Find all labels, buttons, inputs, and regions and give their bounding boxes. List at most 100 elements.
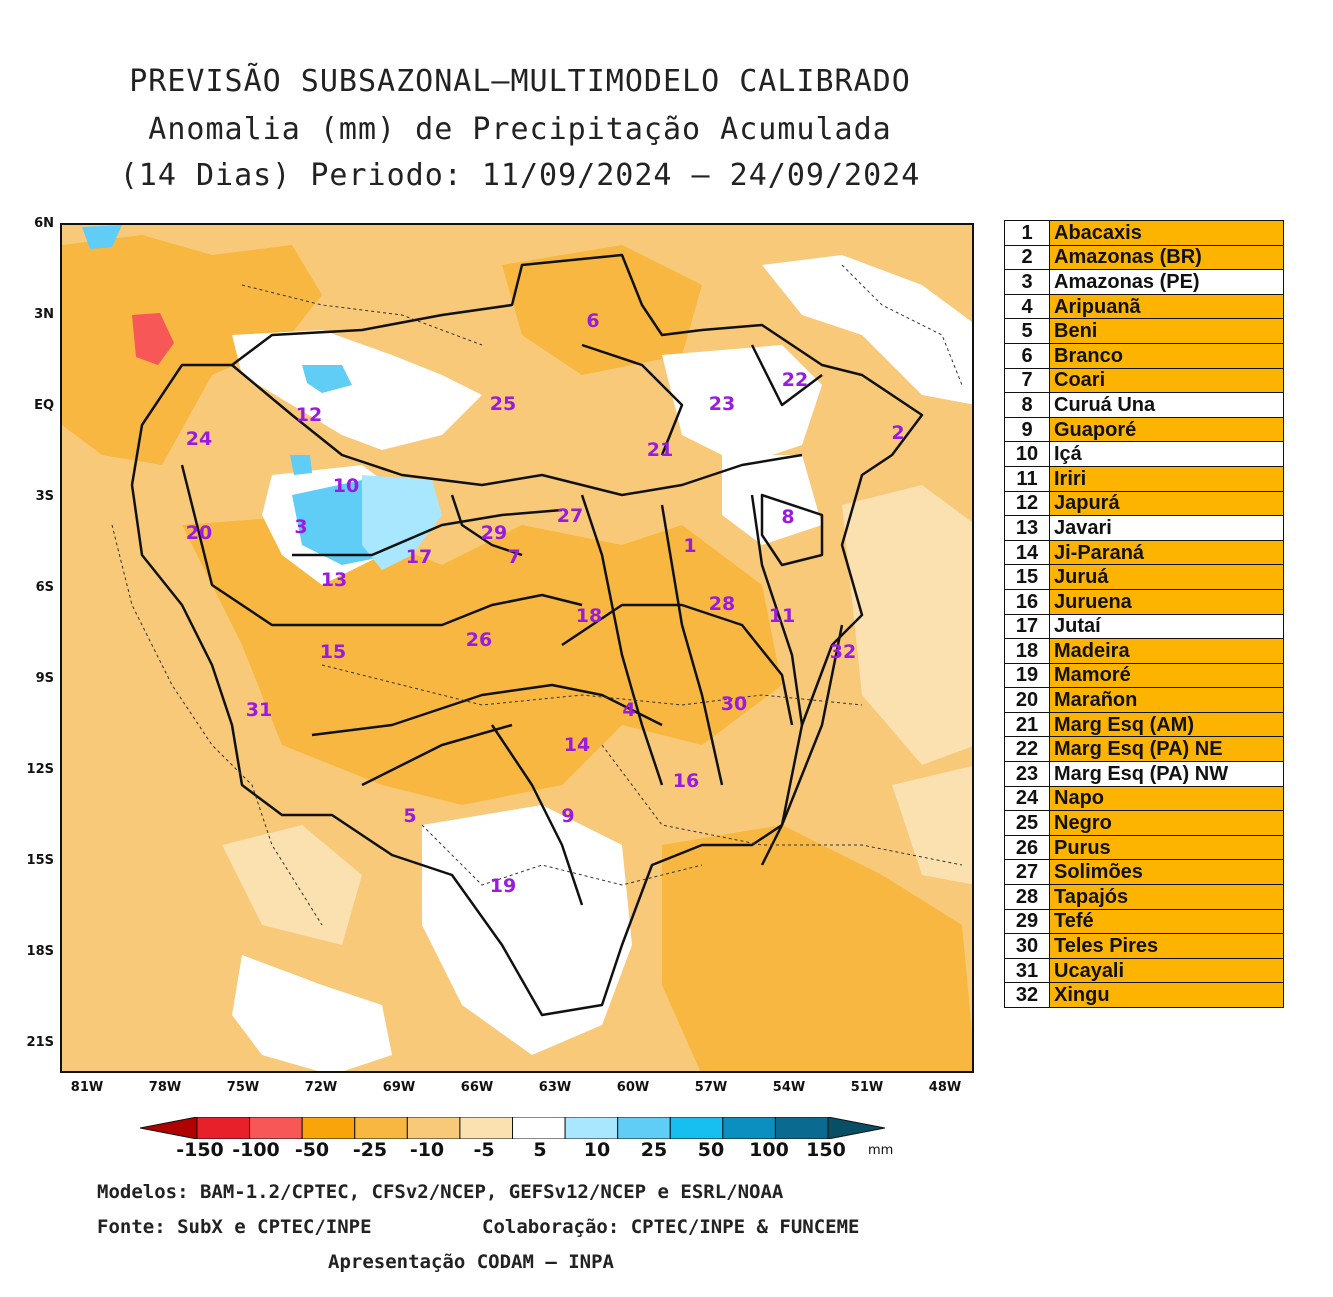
legend-number: 5 xyxy=(1004,318,1050,344)
legend-number: 15 xyxy=(1004,564,1050,590)
legend-row: 1 Abacaxis xyxy=(1004,220,1284,246)
colorbar-label: 25 xyxy=(640,1139,668,1161)
legend-row: 22 Marg Esq (PA) NE xyxy=(1004,736,1284,763)
legend-basin-name: Tapajós xyxy=(1049,884,1284,910)
colorbar-cell xyxy=(249,1117,303,1139)
legend-basin-name: Ucayali xyxy=(1049,957,1284,984)
legend-basin-name: Curuá Una xyxy=(1049,392,1284,418)
colorbar-label: -100 xyxy=(232,1139,280,1161)
legend-basin-name: Javari xyxy=(1049,515,1284,541)
legend-number: 19 xyxy=(1004,662,1050,689)
legend-row: 9 Guaporé xyxy=(1004,416,1284,443)
legend-number: 32 xyxy=(1004,982,1050,1008)
basin-label-19: 19 xyxy=(490,875,516,897)
country-borders xyxy=(111,264,963,926)
legend-basin-name: Tefé xyxy=(1049,908,1284,935)
colorbar xyxy=(140,1117,885,1139)
credit-source: Fonte: SubX e CPTEC/INPE xyxy=(97,1216,372,1238)
legend-number: 1 xyxy=(1004,220,1050,246)
neutral-area-mamore xyxy=(422,805,632,1055)
neutral-area-curua xyxy=(722,455,822,545)
legend-row: 15 Juruá xyxy=(1004,564,1284,590)
legend-number: 13 xyxy=(1004,515,1050,541)
anomaly-light-e xyxy=(842,485,972,765)
legend-basin-name: Marg Esq (PA) NW xyxy=(1049,761,1284,787)
border-line xyxy=(421,824,703,886)
lon-label: 69W xyxy=(382,1080,416,1095)
legend-basin-name: Abacaxis xyxy=(1049,220,1284,246)
colorbar-label: 150 xyxy=(806,1139,846,1161)
colorbar-unit: mm xyxy=(868,1143,894,1158)
legend-number: 31 xyxy=(1004,957,1050,984)
anomaly-strong-nw xyxy=(62,235,322,465)
neutral-area-coast xyxy=(762,255,972,405)
legend-basin-name: Mamoré xyxy=(1049,662,1284,689)
legend-number: 7 xyxy=(1004,367,1050,394)
legend-row: 19 Mamoré xyxy=(1004,662,1284,689)
legend-number: 11 xyxy=(1004,465,1050,492)
legend-number: 23 xyxy=(1004,761,1050,787)
anomaly-strong-se xyxy=(662,825,972,1071)
legend-row: 4 Aripuanã xyxy=(1004,293,1284,320)
lat-label: 6S xyxy=(35,580,54,595)
credit-models: Modelos: BAM-1.2/CPTEC, CFSv2/NCEP, GEFS… xyxy=(97,1181,784,1203)
lat-label: 18S xyxy=(26,944,54,959)
legend-row: 24 Napo xyxy=(1004,785,1284,812)
lon-label: 54W xyxy=(772,1080,806,1095)
legend-basin-name: Jutaí xyxy=(1049,613,1284,640)
legend-basin-name: Amazonas (PE) xyxy=(1049,269,1284,295)
border-line xyxy=(841,264,963,386)
legend-basin-name: Solimões xyxy=(1049,859,1284,886)
anomaly-dry-core xyxy=(132,313,174,365)
colorbar-cell xyxy=(512,1117,566,1139)
map-title-line2: Anomalia (mm) de Precipitação Acumulada xyxy=(148,112,892,147)
basin-label-13: 13 xyxy=(321,569,347,591)
legend-row: 30 Teles Pires xyxy=(1004,933,1284,959)
legend-number: 10 xyxy=(1004,441,1050,467)
anomaly-light-se xyxy=(892,765,972,885)
legend-basin-name: Aripuanã xyxy=(1049,293,1284,320)
legend-basin-name: Japurá xyxy=(1049,490,1284,517)
legend-basin-name: Iriri xyxy=(1049,465,1284,492)
legend-row: 25 Negro xyxy=(1004,810,1284,836)
legend-row: 20 Marañon xyxy=(1004,687,1284,713)
legend-row: 2 Amazonas (BR) xyxy=(1004,244,1284,271)
legend-row: 18 Madeira xyxy=(1004,638,1284,664)
basin-label-28: 28 xyxy=(709,593,735,615)
legend-row: 29 Tefé xyxy=(1004,908,1284,935)
basin-label-10: 10 xyxy=(333,475,359,497)
border-line xyxy=(321,664,863,706)
legend-basin-name: Marañon xyxy=(1049,687,1284,713)
legend-row: 16 Juruena xyxy=(1004,588,1284,615)
legend-row: 31 Ucayali xyxy=(1004,957,1284,984)
legend-basin-name: Amazonas (BR) xyxy=(1049,244,1284,271)
legend-number: 12 xyxy=(1004,490,1050,517)
colorbar-label: 10 xyxy=(583,1139,611,1161)
basin-label-14: 14 xyxy=(564,734,590,756)
map-title-line1: PREVISÃO SUBSAZONAL–MULTIMODELO CALIBRAD… xyxy=(129,64,911,99)
legend-basin-name: Beni xyxy=(1049,318,1284,344)
lon-label: 48W xyxy=(928,1080,962,1095)
border-line xyxy=(601,744,963,866)
neutral-area-northwest xyxy=(232,330,482,450)
basin-divide xyxy=(490,724,584,906)
colorbar-label: -5 xyxy=(473,1139,495,1161)
basin-label-17: 17 xyxy=(406,546,432,568)
lon-label: 60W xyxy=(616,1080,650,1095)
legend-number: 4 xyxy=(1004,293,1050,320)
basin-divide xyxy=(750,494,804,726)
basin-label-27: 27 xyxy=(557,505,583,527)
legend-row: 12 Japurá xyxy=(1004,490,1284,517)
anomaly-wet-patch xyxy=(290,455,312,475)
basin-divide xyxy=(292,508,563,557)
legend-basin-name: Guaporé xyxy=(1049,416,1284,443)
basin-divide xyxy=(750,344,823,407)
basin-divide xyxy=(760,493,824,567)
legend-basin-name: Napo xyxy=(1049,785,1284,812)
lat-label: EQ xyxy=(34,398,54,413)
basin-label-2: 2 xyxy=(891,422,904,444)
amazon-basin-outline xyxy=(130,253,924,1017)
lat-label: 21S xyxy=(26,1035,54,1050)
colorbar-cell xyxy=(354,1117,408,1139)
legend-number: 2 xyxy=(1004,244,1050,271)
